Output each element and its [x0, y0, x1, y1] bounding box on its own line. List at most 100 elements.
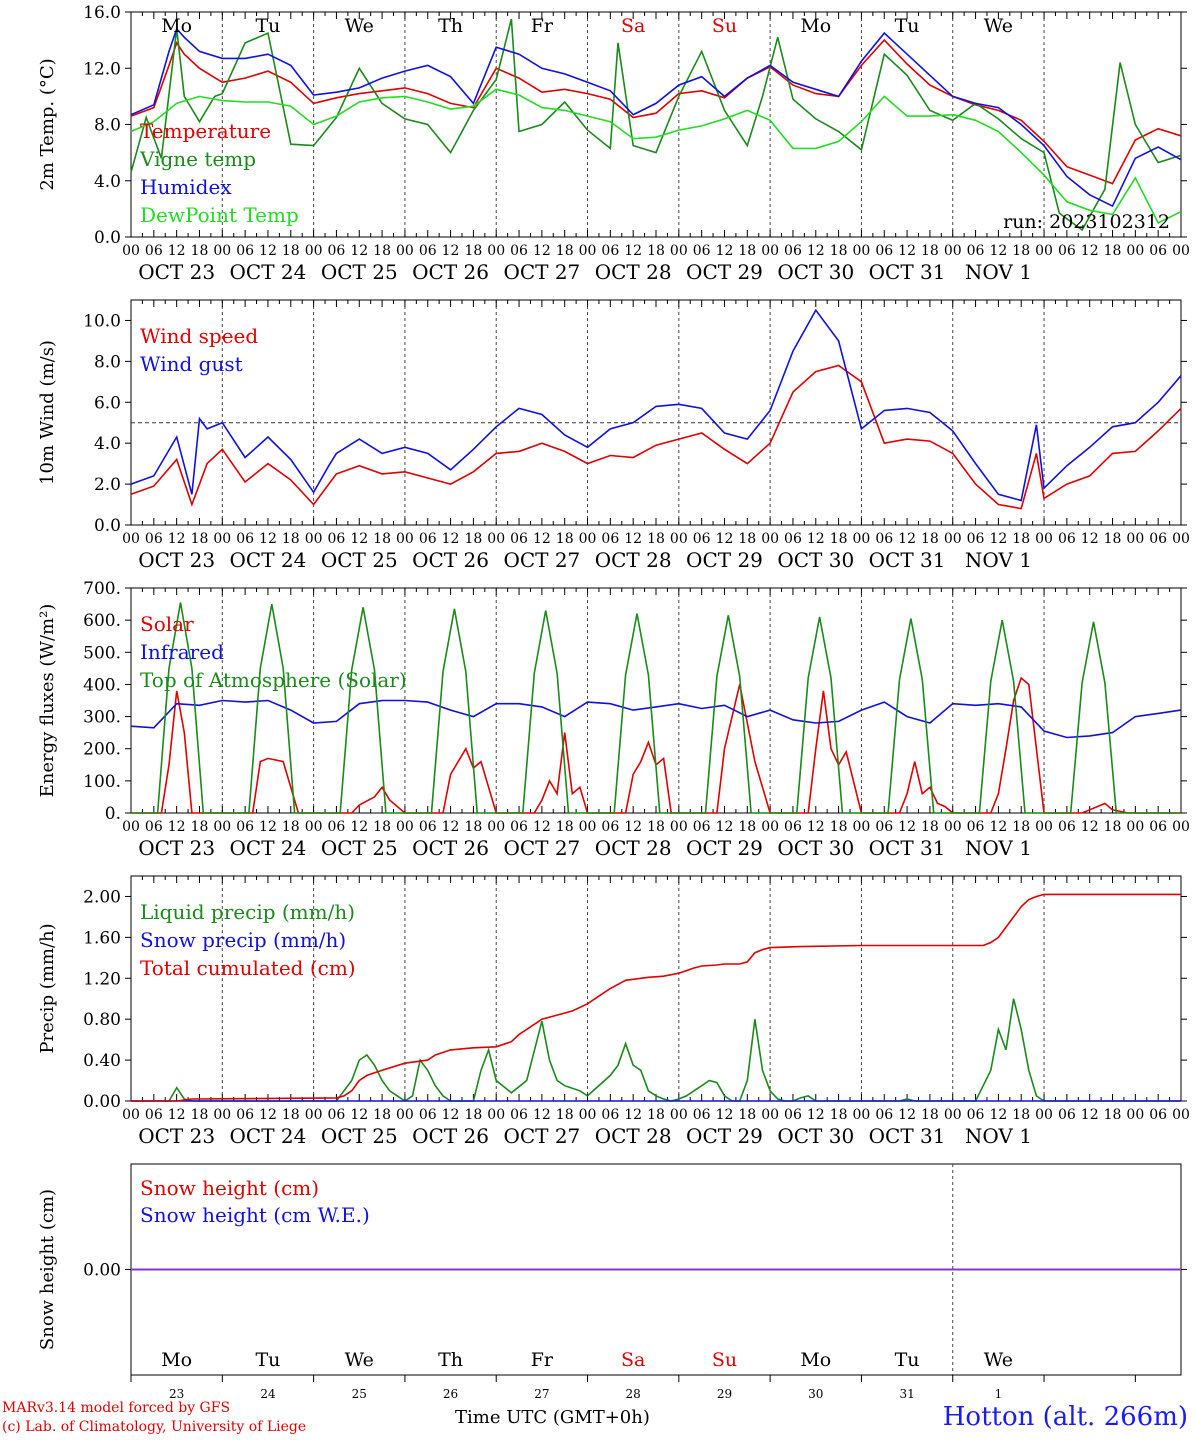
hour-label: 06: [328, 1107, 346, 1123]
hour-label: 12: [442, 243, 460, 259]
hour-label: 00: [853, 531, 871, 547]
hour-label: 12: [168, 819, 186, 835]
hour-label: 06: [693, 819, 711, 835]
y-tick-label: 12.0: [83, 59, 121, 79]
hour-label: 06: [1058, 1107, 1076, 1123]
hour-label: 00: [853, 243, 871, 259]
legend-entry: Snow height (cm): [140, 1176, 319, 1200]
hour-label: 00: [761, 819, 779, 835]
date-label: OCT 23: [138, 260, 215, 284]
hour-label: 00: [487, 1107, 505, 1123]
date-label: OCT 27: [503, 260, 580, 284]
hour-label: 00: [944, 819, 962, 835]
hour-label: 12: [624, 1107, 642, 1123]
hour-label: 12: [898, 819, 916, 835]
weekday-label: We: [345, 1349, 374, 1371]
hour-label: 06: [1149, 531, 1167, 547]
energy-y-axis-title: Energy fluxes (W/m²): [37, 604, 58, 798]
date-label: OCT 29: [686, 260, 763, 284]
hour-label: 18: [464, 819, 482, 835]
y-tick-label: 100.: [83, 772, 121, 792]
hour-label: 06: [875, 531, 893, 547]
hour-label: 18: [1104, 1107, 1122, 1123]
hour-label: 12: [989, 531, 1007, 547]
hour-label: 18: [556, 531, 574, 547]
date-label: OCT 31: [869, 1124, 946, 1148]
hour-label: 12: [1081, 1107, 1099, 1123]
y-tick-label: 8.0: [94, 352, 121, 372]
hour-label: 00: [1035, 1107, 1053, 1123]
hour-label: 18: [1012, 1107, 1030, 1123]
hour-label: 18: [921, 531, 939, 547]
hour-label: 06: [236, 1107, 254, 1123]
hour-label: 06: [967, 243, 985, 259]
date-label: OCT 24: [230, 1124, 307, 1148]
hour-label: 18: [738, 243, 756, 259]
wind-y-axis-title: 10m Wind (m/s): [37, 340, 58, 485]
hour-label: 12: [533, 819, 551, 835]
hour-label: 18: [282, 243, 300, 259]
hour-label: 18: [830, 1107, 848, 1123]
day-number: 31: [899, 1387, 914, 1401]
hour-label: 06: [875, 1107, 893, 1123]
date-label: OCT 27: [503, 548, 580, 572]
y-tick-label: 2.00: [83, 887, 121, 907]
date-label: OCT 28: [595, 1124, 672, 1148]
date-label: OCT 24: [230, 548, 307, 572]
hour-label: 12: [350, 819, 368, 835]
hour-label: 00: [944, 243, 962, 259]
hour-label: 06: [510, 1107, 528, 1123]
date-label: OCT 30: [777, 260, 854, 284]
hour-label: 00: [213, 819, 231, 835]
hour-label: 06: [693, 531, 711, 547]
weekday-label: We: [984, 15, 1013, 37]
hour-label: 06: [967, 1107, 985, 1123]
snow-panel: 0.00 Snow height (cm) Snow height (cm) Snow…: [37, 1163, 1187, 1401]
weekday-label: Th: [438, 1349, 463, 1371]
hour-label: 06: [967, 531, 985, 547]
hour-label: 18: [556, 243, 574, 259]
hour-label: 00: [396, 1107, 414, 1123]
hour-label: 12: [259, 243, 277, 259]
hour-label: 18: [373, 1107, 391, 1123]
energy-panel: 0. 100. 200. 300. 400. 500. 600. 700. Energy flu…: [37, 579, 1190, 860]
y-tick-label: 300.: [83, 708, 121, 728]
hour-label: 18: [738, 531, 756, 547]
series-humidex: [130, 27, 1182, 208]
hour-label: 12: [259, 819, 277, 835]
legend-entry: Wind gust: [140, 352, 243, 376]
date-label: NOV 1: [965, 836, 1032, 860]
precip-y-axis-title: Precip (mm/h): [37, 923, 58, 1053]
weekday-label: Tu: [255, 15, 280, 37]
hour-label: 12: [350, 531, 368, 547]
weekday-label: Su: [712, 15, 737, 37]
hour-label: 12: [442, 531, 460, 547]
day-number: 28: [626, 1387, 641, 1401]
hour-label: 18: [464, 243, 482, 259]
hour-label: 00: [670, 531, 688, 547]
wind-panel: 0.0 2.0 4.0 6.0 8.0 10.0 10m Wind (m/s) Wind sp…: [37, 299, 1190, 572]
hour-label: 12: [259, 531, 277, 547]
day-number: 29: [717, 1387, 732, 1401]
hour-label: 06: [419, 1107, 437, 1123]
hour-label: 12: [350, 1107, 368, 1123]
hour-label: 00: [579, 243, 597, 259]
hour-label: 00: [1172, 1107, 1190, 1123]
legend-entry: Temperature: [140, 119, 271, 143]
date-label: OCT 25: [321, 836, 398, 860]
hour-label: 00: [670, 1107, 688, 1123]
hour-label: 00: [761, 243, 779, 259]
y-tick-label: 700.: [83, 579, 121, 599]
y-tick-label: 0.0: [94, 228, 121, 248]
temperature-panel: 0.0 4.0 8.0 12.0 16.0 2m Temp. (°C) Temperatur…: [37, 3, 1190, 284]
weekday-label: Mo: [800, 1349, 831, 1371]
hour-label: 06: [510, 531, 528, 547]
hour-label: 12: [168, 1107, 186, 1123]
y-tick-label: 500.: [83, 643, 121, 663]
date-label: OCT 26: [412, 260, 489, 284]
hour-label: 12: [989, 819, 1007, 835]
hour-label: 18: [373, 819, 391, 835]
hour-label: 06: [875, 243, 893, 259]
weekday-label: Tu: [895, 15, 920, 37]
hour-label: 06: [510, 243, 528, 259]
